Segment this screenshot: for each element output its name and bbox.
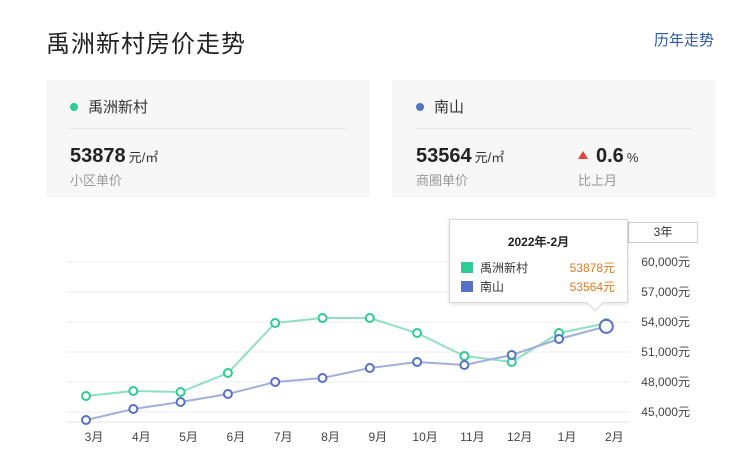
district-price-value: 53564 — [416, 145, 472, 167]
tooltip-row-community: 禹洲新村 53878元 — [461, 259, 615, 276]
up-arrow-icon — [578, 151, 588, 159]
x-tick-label: 1月 — [558, 430, 577, 444]
month-change-label: 比上月 — [578, 173, 618, 188]
x-tick-label: 4月 — [132, 430, 151, 444]
tooltip-series-value: 53564元 — [569, 280, 615, 294]
card-divider — [416, 128, 692, 129]
data-point[interactable] — [222, 389, 233, 399]
card-divider — [70, 128, 346, 129]
series-line-community — [85, 317, 607, 397]
community-price-card: 禹洲新村 53878 元/㎡ 小区单价 — [46, 80, 370, 197]
district-card-header: 南山 — [416, 96, 464, 117]
data-point[interactable] — [175, 387, 186, 397]
district-dot-icon — [416, 102, 424, 111]
data-point[interactable] — [222, 368, 233, 378]
y-tick-label: 57,000元 — [641, 285, 690, 299]
district-price-unit: 元/㎡ — [474, 150, 505, 165]
community-dot-icon — [70, 102, 78, 111]
x-tick-label: 2月 — [605, 430, 624, 444]
chart-lines — [85, 317, 607, 421]
data-point[interactable] — [598, 318, 614, 334]
x-tick-label: 6月 — [227, 430, 246, 444]
x-tick-label: 8月 — [321, 430, 340, 444]
y-tick-label: 51,000元 — [641, 345, 690, 359]
x-axis-labels: 3月 4月 5月 6月 7月 8月 9月 10月 11月 12月 1月 2月 — [85, 430, 624, 444]
data-point[interactable] — [459, 351, 470, 361]
data-point[interactable] — [459, 360, 470, 370]
data-point[interactable] — [554, 334, 564, 344]
district-name: 南山 — [434, 99, 465, 116]
x-tick-label: 11月 — [460, 430, 484, 444]
district-price-stat: 53564 元/㎡ 商圈单价 — [416, 145, 504, 189]
tooltip-series-name: 南山 — [480, 280, 505, 294]
data-point[interactable] — [317, 313, 328, 323]
data-point[interactable] — [81, 391, 91, 401]
x-tick-label: 7月 — [274, 430, 293, 444]
data-point[interactable] — [506, 350, 517, 360]
y-tick-label: 45,000元 — [641, 405, 690, 419]
data-point[interactable] — [364, 363, 375, 373]
community-price-value: 53878 — [70, 145, 126, 167]
data-point[interactable] — [270, 377, 281, 387]
district-legend-square-icon — [461, 281, 473, 292]
series-line-district — [85, 325, 607, 421]
page-title: 禹洲新村房价走势 — [46, 31, 246, 58]
y-tick-label: 54,000元 — [641, 315, 690, 329]
tooltip-title: 2022年-2月 — [507, 235, 570, 249]
chart-gridlines — [66, 261, 630, 423]
data-point[interactable] — [412, 328, 423, 338]
tooltip-series-value: 53878元 — [569, 261, 615, 275]
month-change-value: 0.6 — [596, 145, 624, 167]
tooltip-series-name: 禹洲新村 — [480, 261, 529, 275]
community-card-header: 禹洲新村 — [70, 96, 148, 117]
community-price-stat: 53878 元/㎡ 小区单价 — [70, 145, 158, 189]
data-point[interactable] — [128, 404, 139, 414]
y-tick-label: 48,000元 — [641, 375, 690, 389]
tooltip-row-district: 南山 53564元 — [461, 278, 615, 295]
community-legend-square-icon — [461, 262, 473, 273]
data-point[interactable] — [412, 357, 423, 367]
data-point[interactable] — [364, 313, 375, 323]
month-change-unit: % — [626, 150, 639, 165]
chart-markers — [81, 313, 614, 425]
y-axis-labels: 45,000元 48,000元 51,000元 54,000元 57,000元 60,00… — [641, 255, 690, 419]
community-price-unit: 元/㎡ — [128, 150, 159, 165]
data-point[interactable] — [270, 318, 281, 328]
range-tab-3-years[interactable]: 3年 — [628, 222, 698, 243]
district-price-card: 南山 53564 元/㎡ 商圈单价 0.6% 比上月 — [392, 80, 716, 197]
history-trend-link[interactable]: 历年走势 — [653, 32, 714, 49]
district-price-label: 商圈单价 — [416, 173, 469, 188]
community-price-label: 小区单价 — [70, 173, 123, 188]
x-tick-label: 3月 — [85, 430, 104, 444]
x-tick-label: 10月 — [412, 430, 437, 444]
data-point[interactable] — [175, 397, 186, 407]
data-point[interactable] — [81, 415, 91, 425]
chart-tooltip: 2022年-2月 禹洲新村 53878元 南山 53564元 — [449, 219, 628, 312]
y-tick-label: 60,000元 — [641, 255, 690, 269]
month-change-stat: 0.6% 比上月 — [578, 145, 638, 189]
x-tick-label: 5月 — [179, 430, 198, 444]
data-point[interactable] — [317, 373, 328, 383]
data-point[interactable] — [128, 386, 139, 396]
community-name: 禹洲新村 — [88, 99, 149, 116]
x-tick-label: 12月 — [507, 430, 532, 444]
x-tick-label: 9月 — [368, 430, 387, 444]
